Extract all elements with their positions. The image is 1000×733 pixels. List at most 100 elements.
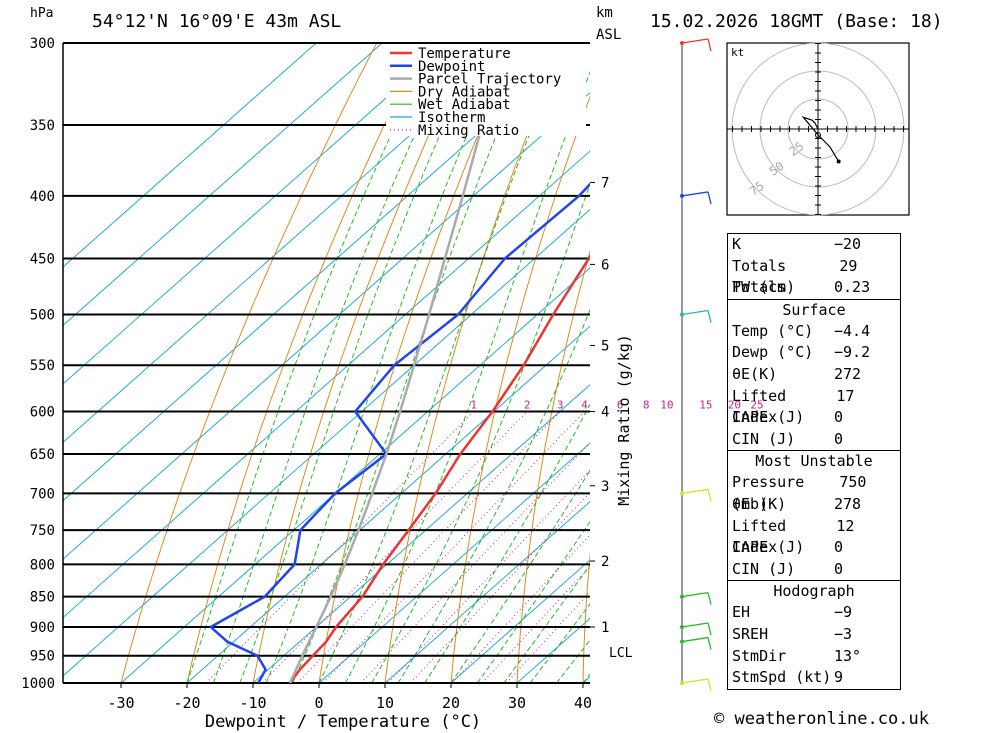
wind-barb-flag bbox=[707, 678, 712, 692]
legend-entry: Isotherm bbox=[418, 110, 485, 126]
basic-index-label: Totals Totals bbox=[732, 256, 787, 297]
basic-index-label: K bbox=[732, 235, 742, 253]
surface-index-row: Dewp (°C) −9.2 bbox=[728, 342, 900, 364]
height-tick-label: 2 bbox=[601, 554, 609, 570]
indices-hodograph: Hodograph EH −9 SREH −3 StmDir 13° StmSpd (kt)… bbox=[728, 580, 900, 688]
mixing-ratio-line bbox=[262, 411, 528, 683]
mixing-ratio-line bbox=[322, 411, 585, 683]
hodograph-index-value: −3 bbox=[834, 624, 853, 643]
x-tick-label: -20 bbox=[173, 694, 200, 712]
hodograph-index-value: 13° bbox=[834, 646, 862, 665]
height-tick-label: 1 bbox=[601, 620, 609, 636]
isotherm-line bbox=[450, 559, 590, 683]
most-unstable-index-label: θE (K) bbox=[732, 494, 787, 513]
basic-index-value: 0.23 bbox=[834, 278, 871, 297]
surface-index-value: 0 bbox=[834, 429, 844, 448]
x-tick-label: 40 bbox=[574, 694, 592, 712]
dry-adiabat-line bbox=[582, 550, 590, 683]
hodograph-index-value: 9 bbox=[834, 668, 844, 687]
height-tick-label: 6 bbox=[601, 257, 609, 273]
pressure-label: 300 bbox=[30, 36, 55, 52]
hodograph-index-label: EH bbox=[732, 603, 751, 622]
pressure-label: 1000 bbox=[21, 676, 55, 692]
wind-barb-flag bbox=[707, 489, 712, 502]
most-unstable-index-row: CAPE (J) 0 bbox=[728, 537, 900, 559]
mixing-ratio-label: 25 bbox=[750, 398, 763, 411]
parcel-profile-line bbox=[288, 124, 484, 683]
mixing-ratio-label: 4 bbox=[581, 398, 588, 411]
legend-entry: Temperature bbox=[418, 46, 511, 62]
isotherm-line bbox=[63, 208, 590, 677]
wind-barb-staff bbox=[681, 591, 709, 598]
lcl-label: LCL bbox=[609, 646, 633, 661]
hodograph-index-row: StmDir 13° bbox=[728, 646, 900, 668]
isotherm-line bbox=[63, 43, 383, 327]
legend-entry: Mixing Ratio bbox=[418, 123, 519, 139]
dry-adiabat-line bbox=[318, 43, 518, 683]
isotherm-line bbox=[120, 267, 590, 683]
height-tick-label: 3 bbox=[601, 479, 609, 495]
mixing-ratio-axis-title: Mixing Ratio (g/kg) bbox=[615, 334, 633, 506]
pressure-label: 850 bbox=[30, 590, 55, 606]
most-unstable-index-row: θE (K) 278 bbox=[728, 494, 900, 516]
surface-index-row: θE(K) 272 bbox=[728, 364, 900, 386]
credit: © weatheronline.co.uk bbox=[714, 709, 929, 729]
mixing-ratio-label: 20 bbox=[728, 398, 741, 411]
dry-adiabat-line bbox=[450, 95, 590, 683]
wind-barb-flag bbox=[707, 310, 712, 323]
height-tick-label: 4 bbox=[601, 404, 609, 420]
wind-barb-flag bbox=[707, 592, 712, 605]
pressure-label: 900 bbox=[30, 620, 55, 636]
surface-index-label: Lifted Index bbox=[732, 386, 787, 427]
most-unstable-index-row: CIN (J) 0 bbox=[728, 559, 900, 581]
legend-entry: Dry Adiabat bbox=[418, 84, 511, 100]
isotherm-line bbox=[318, 442, 590, 683]
most-unstable-index-label: Lifted Index bbox=[732, 516, 787, 557]
legend-entry: Parcel Trajectory bbox=[418, 72, 561, 88]
hodograph-index-row: SREH −3 bbox=[728, 624, 900, 646]
basic-index-value: 29 bbox=[839, 256, 858, 275]
isotherm-line bbox=[252, 384, 590, 683]
pressure-label: 700 bbox=[30, 486, 55, 502]
most-unstable-index-row: Lifted Index 12 bbox=[728, 516, 900, 557]
hodograph-ring-label: 75 bbox=[747, 179, 767, 199]
pressure-label: 950 bbox=[30, 649, 55, 665]
hodograph-ring-label: 25 bbox=[787, 139, 807, 159]
x-tick-label: -30 bbox=[107, 694, 134, 712]
height-unit-asl: ASL bbox=[596, 27, 621, 43]
chart-header: hPa 54°12'N 16°09'E 43m ASL km ASL 15.02.202… bbox=[30, 5, 943, 43]
most-unstable-index-row: Pressure (mb) 750 bbox=[728, 472, 900, 513]
mixing-ratio-label: 3 bbox=[557, 398, 564, 411]
dry-adiabat-line bbox=[120, 43, 378, 683]
surface-index-value: 17 bbox=[836, 386, 855, 405]
surface-index-label: CAPE (J) bbox=[732, 408, 805, 427]
isotherm-line bbox=[63, 43, 581, 502]
isotherm-line bbox=[63, 43, 515, 443]
wind-profile bbox=[680, 38, 712, 692]
wind-barb-staff bbox=[681, 488, 709, 495]
mixing-ratio-line bbox=[296, 411, 561, 683]
surface-index-label: Temp (°C) bbox=[732, 321, 814, 340]
hodograph-ring-label: 50 bbox=[767, 159, 787, 179]
wet-adiabat-line bbox=[239, 43, 482, 683]
surface-index-row: CIN (J) 0 bbox=[728, 429, 900, 451]
surface-title: Surface bbox=[782, 300, 846, 319]
isotherm-line bbox=[63, 43, 449, 385]
wind-barb-staff bbox=[681, 636, 709, 643]
mixing-ratio-label: 1 bbox=[470, 398, 477, 411]
temperature-profile-line bbox=[288, 254, 590, 683]
wet-adiabat-line bbox=[318, 43, 568, 683]
surface-index-label: Dewp (°C) bbox=[732, 343, 814, 362]
hodograph-index-row: EH −9 bbox=[728, 602, 900, 624]
basic-index-value: −20 bbox=[834, 235, 862, 253]
surface-index-value: 0 bbox=[834, 408, 844, 427]
isotherm-line bbox=[384, 500, 590, 683]
wet-adiabat-line bbox=[292, 43, 536, 683]
wind-barb-flag bbox=[707, 191, 712, 205]
indices-table: K −20 Totals Totals 29 PW (cm) 0.23 Surface T… bbox=[727, 233, 901, 690]
pressure-label: 650 bbox=[30, 447, 55, 463]
isotherm-line bbox=[63, 150, 590, 619]
